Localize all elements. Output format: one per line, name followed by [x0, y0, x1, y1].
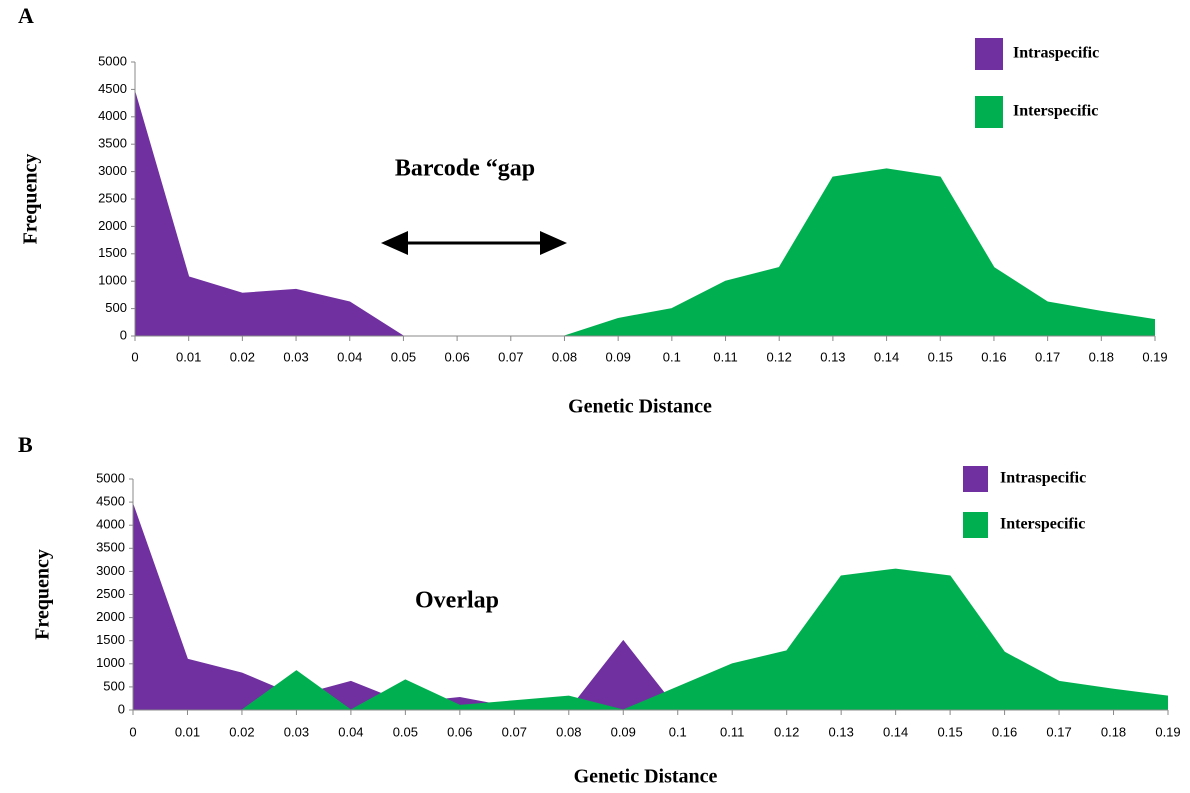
x-tick-label: 0.02: [229, 724, 254, 739]
annotation: Barcode “gap: [395, 156, 535, 182]
x-tick-label: 0.01: [175, 724, 200, 739]
y-tick-label: 500: [105, 300, 127, 315]
x-tick-label: 0.11: [720, 724, 744, 739]
x-tick-label: 0.06: [444, 349, 469, 364]
x-tick-label: 0.12: [774, 724, 799, 739]
x-tick-label: 0: [131, 349, 138, 364]
x-tick-label: 0.08: [552, 349, 577, 364]
x-tick-label: 0.15: [928, 349, 953, 364]
y-tick-label: 2500: [98, 190, 127, 205]
x-axis-title: Genetic Distance: [568, 396, 712, 418]
x-tick-label: 0.04: [338, 724, 363, 739]
x-tick-label: 0.14: [883, 724, 908, 739]
x-tick-label: 0.09: [611, 724, 636, 739]
legend-label: Interspecific: [1013, 103, 1098, 120]
x-tick-label: 0.16: [992, 724, 1017, 739]
x-tick-label: 0.15: [937, 724, 962, 739]
y-axis-title: Frequency: [20, 154, 42, 245]
x-tick-label: 0.12: [767, 349, 792, 364]
annotation: Overlap: [415, 588, 499, 614]
x-tick-label: 0.05: [391, 349, 416, 364]
y-tick-label: 4500: [98, 81, 127, 96]
y-tick-label: 2500: [96, 586, 125, 601]
x-axis-title: Genetic Distance: [574, 766, 718, 788]
x-tick-label: 0.11: [713, 349, 737, 364]
y-tick-label: 500: [103, 678, 125, 693]
x-tick-label: 0: [129, 724, 136, 739]
x-tick-label: 0.06: [447, 724, 472, 739]
y-tick-label: 4000: [96, 517, 125, 532]
area-line: [134, 92, 404, 337]
y-tick-label: 1000: [96, 655, 125, 670]
y-tick-label: 2000: [96, 609, 125, 624]
x-tick-label: 0.17: [1046, 724, 1071, 739]
x-tick-label: 0.02: [230, 349, 255, 364]
x-tick-label: 0.13: [829, 724, 854, 739]
legend-label: Interspecific: [1000, 516, 1085, 533]
y-tick-label: 0: [120, 327, 127, 342]
area-line: [564, 168, 1156, 337]
x-tick-label: 0.19: [1155, 724, 1180, 739]
x-tick-label: 0.1: [669, 724, 687, 739]
x-tick-label: 0.04: [337, 349, 362, 364]
legend-swatch: [963, 512, 988, 538]
area-fill: [564, 168, 1155, 336]
legend-swatch: [975, 38, 1003, 70]
area-fill: [133, 504, 678, 710]
y-tick-label: 3500: [98, 136, 127, 151]
x-tick-label: 0.13: [820, 349, 845, 364]
y-axis-title: Frequency: [32, 549, 54, 640]
y-tick-label: 3000: [96, 563, 125, 578]
y-tick-label: 5000: [96, 470, 125, 485]
x-tick-label: 0.18: [1101, 724, 1126, 739]
y-tick-label: 4000: [98, 108, 127, 123]
x-tick-label: 0.08: [556, 724, 581, 739]
area-fill: [135, 92, 404, 336]
x-tick-label: 0.07: [502, 724, 527, 739]
x-tick-label: 0.01: [176, 349, 201, 364]
y-tick-label: 0: [118, 701, 125, 716]
x-tick-label: 0.14: [874, 349, 899, 364]
y-tick-label: 3500: [96, 540, 125, 555]
x-tick-label: 0.07: [498, 349, 523, 364]
x-tick-label: 0.17: [1035, 349, 1060, 364]
legend-swatch: [963, 466, 988, 492]
x-tick-label: 0.03: [283, 349, 308, 364]
legend-swatch: [975, 96, 1003, 128]
panel-label: B: [18, 432, 33, 457]
y-tick-label: 5000: [98, 53, 127, 68]
panel-label: A: [18, 3, 34, 28]
area-fill: [241, 569, 1168, 710]
x-tick-label: 0.18: [1089, 349, 1114, 364]
x-tick-label: 0.19: [1142, 349, 1167, 364]
x-tick-label: 0.09: [606, 349, 631, 364]
x-tick-label: 0.03: [284, 724, 309, 739]
y-tick-label: 1500: [96, 632, 125, 647]
x-tick-label: 0.05: [393, 724, 418, 739]
y-tick-label: 2000: [98, 218, 127, 233]
area-line: [241, 568, 1169, 711]
x-tick-label: 0.1: [663, 349, 681, 364]
y-tick-label: 1000: [98, 273, 127, 288]
y-tick-label: 4500: [96, 494, 125, 509]
x-tick-label: 0.16: [981, 349, 1006, 364]
y-tick-label: 3000: [98, 163, 127, 178]
legend-label: Intraspecific: [1000, 470, 1086, 487]
legend-label: Intraspecific: [1013, 45, 1099, 62]
y-tick-label: 1500: [98, 245, 127, 260]
